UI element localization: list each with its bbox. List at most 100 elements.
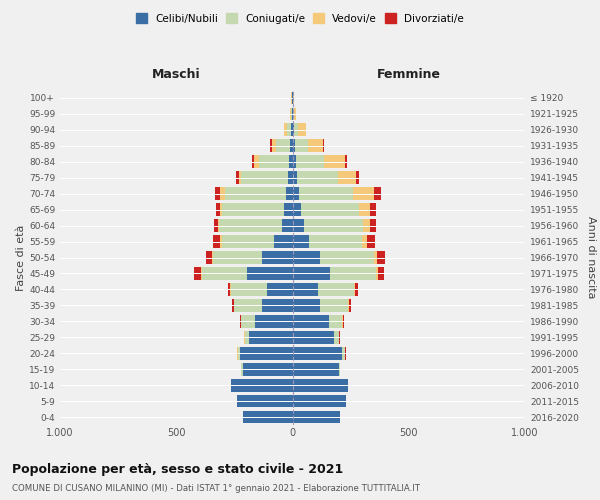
- Bar: [292, 124, 293, 136]
- Bar: [214, 251, 262, 264]
- Bar: [274, 235, 293, 248]
- Bar: [355, 283, 358, 296]
- Bar: [370, 204, 376, 216]
- Bar: [288, 172, 293, 184]
- Bar: [206, 251, 212, 264]
- Bar: [343, 315, 344, 328]
- Bar: [367, 235, 375, 248]
- Bar: [254, 156, 259, 168]
- Bar: [308, 140, 323, 152]
- Bar: [293, 347, 343, 360]
- Bar: [202, 267, 247, 280]
- Bar: [345, 156, 347, 168]
- Bar: [293, 315, 329, 328]
- Bar: [348, 299, 349, 312]
- Bar: [293, 410, 340, 424]
- Bar: [320, 251, 374, 264]
- Bar: [282, 219, 293, 232]
- Bar: [293, 172, 297, 184]
- Legend: Celibi/Nubili, Coniugati/e, Vedovi/e, Divorziati/e: Celibi/Nubili, Coniugati/e, Vedovi/e, Di…: [133, 10, 467, 26]
- Bar: [329, 315, 343, 328]
- Bar: [287, 124, 292, 136]
- Text: Femmine: Femmine: [377, 68, 441, 81]
- Bar: [293, 331, 334, 344]
- Bar: [215, 188, 220, 200]
- Bar: [262, 251, 293, 264]
- Bar: [343, 347, 345, 360]
- Bar: [232, 299, 234, 312]
- Bar: [242, 363, 293, 376]
- Bar: [247, 267, 293, 280]
- Bar: [295, 140, 308, 152]
- Bar: [376, 267, 378, 280]
- Bar: [271, 140, 272, 152]
- Bar: [221, 235, 274, 248]
- Bar: [200, 267, 202, 280]
- Bar: [293, 251, 320, 264]
- Bar: [323, 140, 324, 152]
- Bar: [339, 363, 340, 376]
- Bar: [214, 235, 220, 248]
- Bar: [290, 108, 291, 120]
- Bar: [238, 347, 240, 360]
- Bar: [298, 124, 306, 136]
- Bar: [267, 283, 293, 296]
- Bar: [218, 219, 219, 232]
- Bar: [339, 331, 340, 344]
- Bar: [297, 172, 338, 184]
- Bar: [374, 251, 377, 264]
- Bar: [334, 331, 339, 344]
- Bar: [220, 188, 225, 200]
- Bar: [225, 188, 286, 200]
- Bar: [214, 219, 218, 232]
- Bar: [236, 172, 239, 184]
- Bar: [338, 172, 356, 184]
- Bar: [240, 315, 241, 328]
- Bar: [241, 315, 256, 328]
- Bar: [262, 299, 293, 312]
- Bar: [294, 108, 296, 120]
- Y-axis label: Anni di nascita: Anni di nascita: [586, 216, 596, 298]
- Bar: [230, 283, 231, 296]
- Text: Popolazione per età, sesso e stato civile - 2021: Popolazione per età, sesso e stato civil…: [12, 462, 343, 475]
- Bar: [370, 219, 376, 232]
- Bar: [293, 267, 330, 280]
- Bar: [309, 235, 362, 248]
- Bar: [194, 267, 200, 280]
- Bar: [353, 188, 374, 200]
- Bar: [330, 267, 376, 280]
- Bar: [374, 188, 381, 200]
- Text: COMUNE DI CUSANO MILANINO (MI) - Dati ISTAT 1° gennaio 2021 - Elaborazione TUTTI: COMUNE DI CUSANO MILANINO (MI) - Dati IS…: [12, 484, 420, 493]
- Bar: [296, 156, 324, 168]
- Bar: [299, 188, 353, 200]
- Bar: [293, 140, 295, 152]
- Bar: [293, 394, 346, 407]
- Bar: [242, 410, 293, 424]
- Bar: [212, 251, 214, 264]
- Bar: [252, 156, 254, 168]
- Bar: [354, 283, 355, 296]
- Bar: [356, 172, 359, 184]
- Bar: [293, 219, 304, 232]
- Bar: [293, 156, 296, 168]
- Bar: [324, 156, 345, 168]
- Bar: [291, 108, 292, 120]
- Bar: [293, 283, 318, 296]
- Bar: [293, 108, 294, 120]
- Bar: [221, 204, 284, 216]
- Bar: [245, 331, 250, 344]
- Bar: [349, 299, 352, 312]
- Bar: [290, 140, 293, 152]
- Bar: [241, 363, 242, 376]
- Bar: [240, 347, 293, 360]
- Bar: [293, 363, 339, 376]
- Bar: [250, 331, 293, 344]
- Bar: [320, 299, 348, 312]
- Bar: [378, 267, 384, 280]
- Bar: [276, 140, 290, 152]
- Bar: [359, 204, 370, 216]
- Bar: [272, 140, 276, 152]
- Bar: [293, 204, 301, 216]
- Bar: [259, 156, 289, 168]
- Bar: [228, 283, 230, 296]
